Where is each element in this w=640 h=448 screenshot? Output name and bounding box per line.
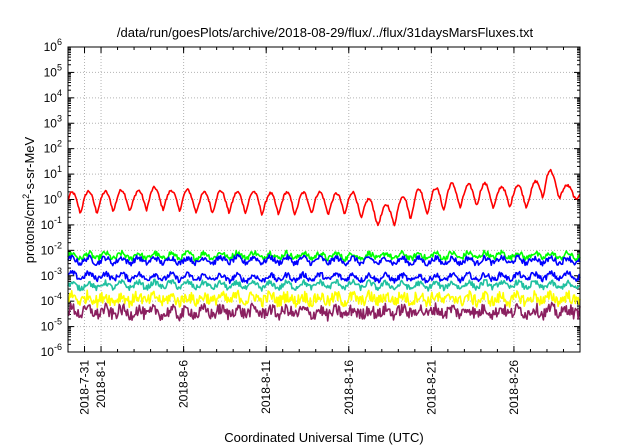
y-axis-label-sup: 2 <box>21 194 31 199</box>
series-line-6 <box>67 289 581 309</box>
y-tick-label: 102 <box>44 139 62 156</box>
y-tick-label: 103 <box>44 113 62 130</box>
y-tick-label: 10-3 <box>41 266 62 283</box>
y-axis-ticks: 10-6 10-5 10-4 10-3 10-2 10-1 100 101 102 103 104 1… <box>41 37 580 359</box>
y-tick-label: 104 <box>44 88 62 105</box>
y-axis-label-pre: protons/cm <box>22 199 37 263</box>
y-tick-label: 106 <box>44 37 62 54</box>
x-axis-label: Coordinated Universal Time (UTC) <box>224 430 423 445</box>
x-tick-label: 2018-8-11 <box>259 360 273 414</box>
series-lines <box>67 168 581 322</box>
x-tick-label: 2018-8-6 <box>177 360 191 408</box>
series-line-2 <box>67 249 581 263</box>
y-tick-label: 100 <box>44 190 62 207</box>
x-tick-label: 2018-8-1 <box>94 360 108 408</box>
chart-title: /data/run/goesPlots/archive/2018-08-29/f… <box>117 25 534 40</box>
series-line-1 <box>67 168 581 227</box>
series-line-3 <box>67 253 581 267</box>
plot-frame <box>67 46 581 353</box>
y-tick-label: 10-1 <box>41 215 62 232</box>
y-tick-label: 10-5 <box>41 317 62 334</box>
x-tick-label: 2018-8-26 <box>507 360 521 415</box>
series-line-4 <box>67 269 581 284</box>
y-tick-label: 101 <box>44 164 62 181</box>
series-line-7 <box>67 301 581 322</box>
y-tick-label: 105 <box>44 62 62 79</box>
y-tick-label: 10-6 <box>41 342 62 359</box>
y-tick-label: 10-2 <box>41 240 62 257</box>
y-axis-label-post: -s-sr-MeV <box>22 136 37 193</box>
series-line-5 <box>67 278 581 292</box>
x-axis-ticks: 2018-7-31 2018-8-1 2018-8-6 2018-8-11 2018-8… <box>78 47 564 415</box>
y-axis-label: protons/cm2-s-sr-MeV <box>21 136 37 263</box>
x-tick-label: 2018-8-16 <box>342 360 356 415</box>
x-tick-label: 2018-7-31 <box>78 360 92 415</box>
y-tick-label: 10-4 <box>41 291 62 308</box>
x-tick-label: 2018-8-21 <box>424 360 438 415</box>
